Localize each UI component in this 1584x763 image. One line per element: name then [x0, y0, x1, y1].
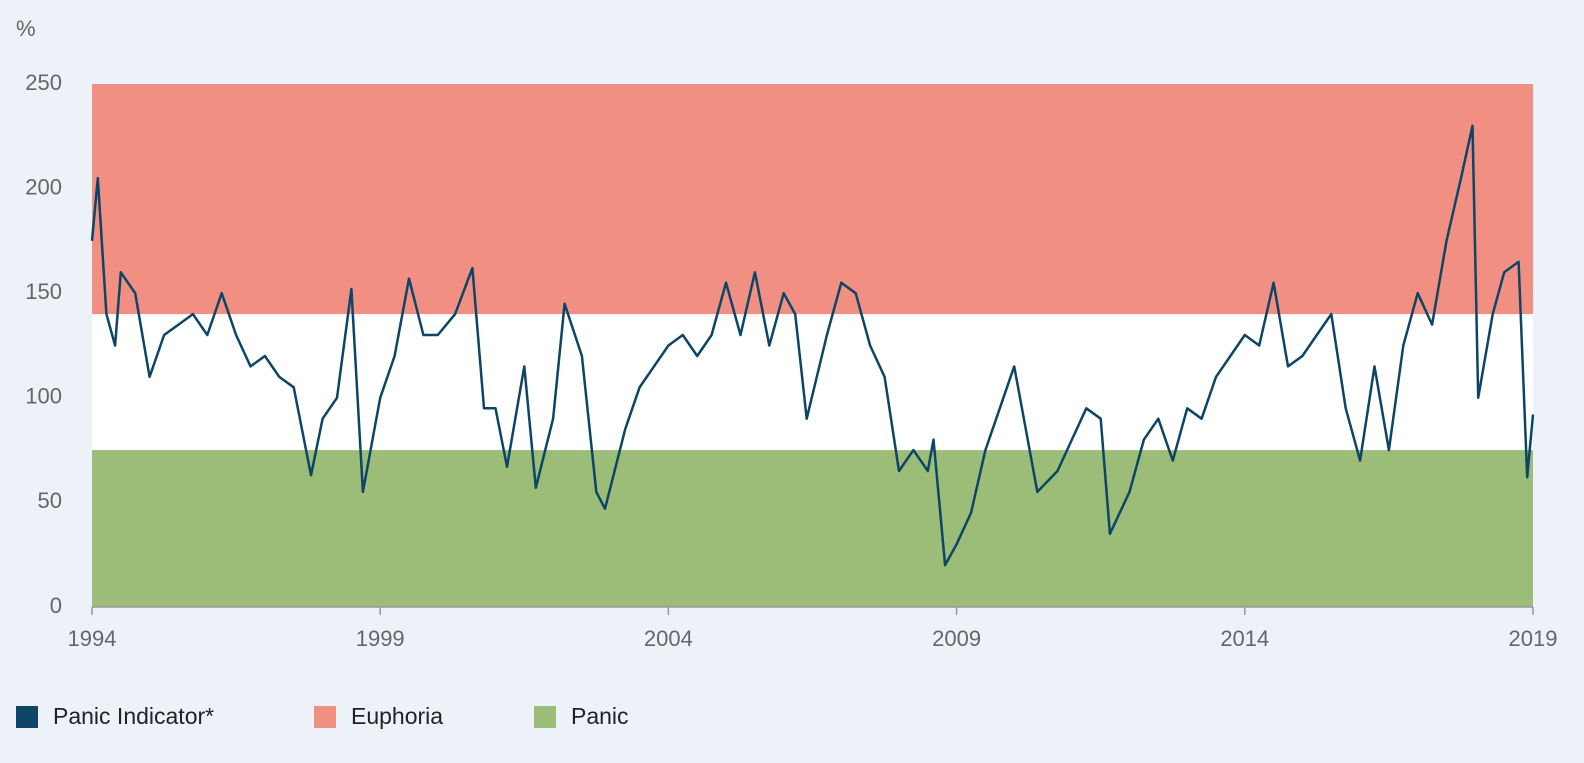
x-tick-label: 2009: [932, 626, 981, 651]
band: [92, 84, 1533, 315]
y-axis-label: %: [16, 16, 36, 41]
y-tick-label: 150: [25, 279, 62, 304]
legend-swatch: [314, 706, 336, 728]
band: [92, 450, 1533, 607]
legend: Panic Indicator* Euphoria Panic: [16, 703, 629, 729]
legend-label: Panic Indicator*: [53, 703, 214, 729]
x-tick-label: 2019: [1509, 626, 1558, 651]
y-tick-label: 200: [25, 174, 62, 199]
legend-swatch: [16, 706, 38, 728]
y-tick-label: 0: [50, 593, 62, 618]
x-tick-label: 1994: [68, 626, 117, 651]
line-series: [90, 124, 1535, 567]
y-tick-label: 100: [25, 384, 62, 409]
legend-label: Panic: [571, 703, 629, 729]
legend-swatch: [534, 706, 556, 728]
x-tick-label: 1999: [356, 626, 405, 651]
x-tick-label: 2014: [1220, 626, 1269, 651]
y-tick-label: 50: [38, 488, 62, 513]
x-tick-label: 2004: [644, 626, 693, 651]
y-tick-label: 250: [25, 70, 62, 95]
legend-label: Euphoria: [351, 703, 443, 729]
